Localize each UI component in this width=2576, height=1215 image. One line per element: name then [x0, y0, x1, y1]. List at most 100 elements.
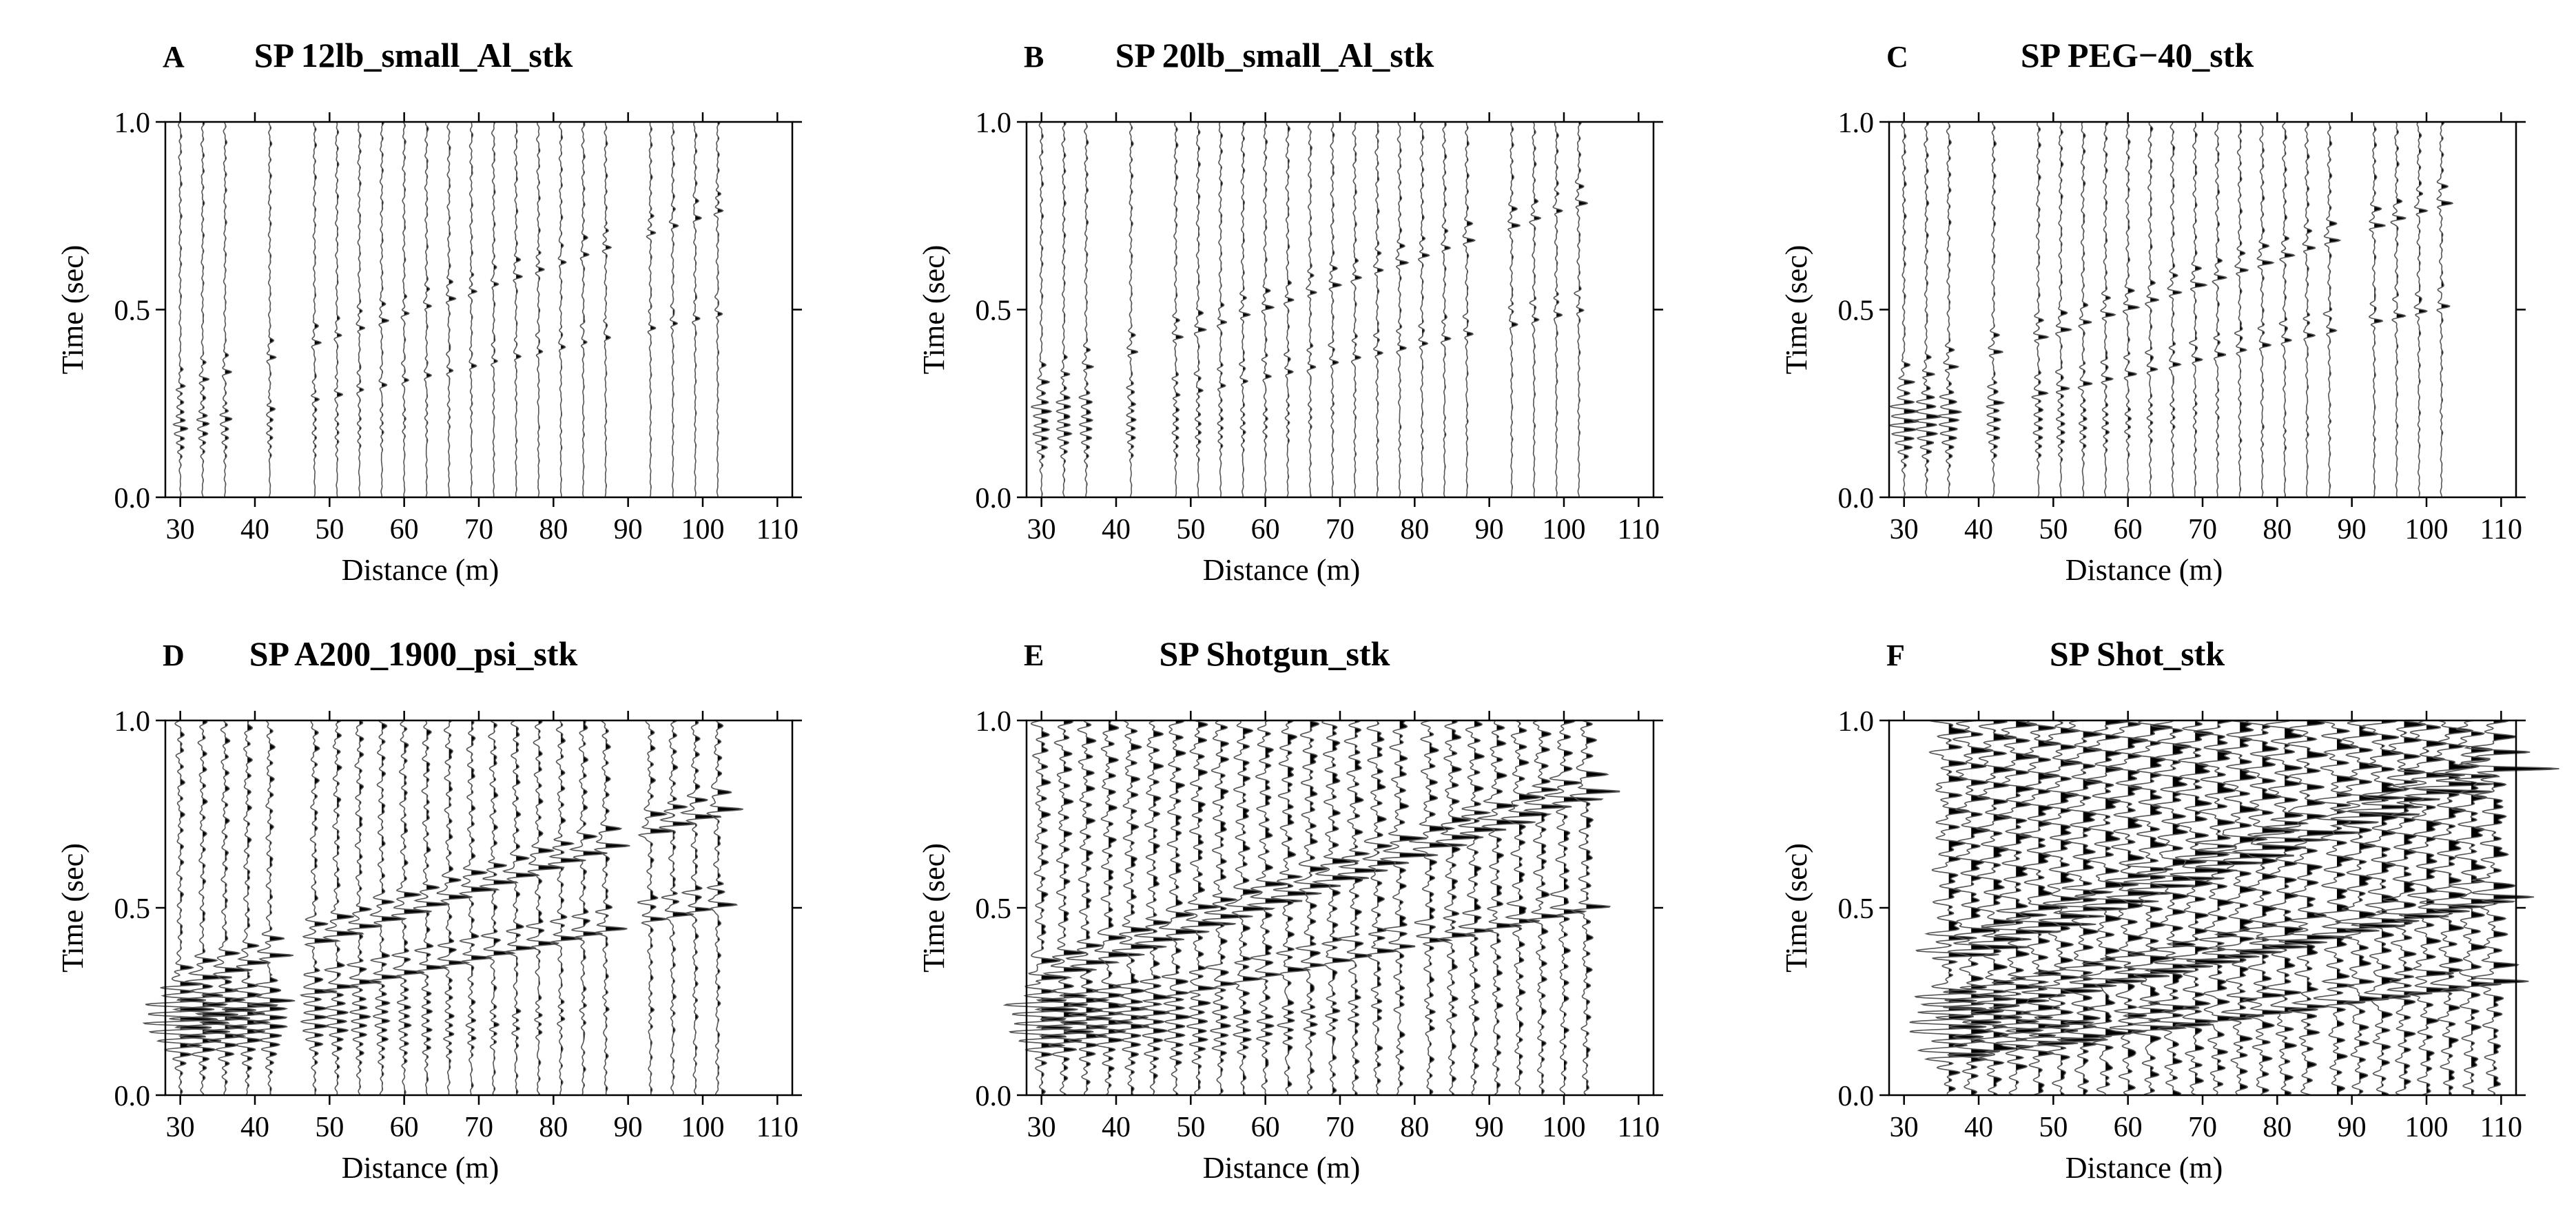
panel-letter: F: [1886, 638, 1905, 672]
trace-wiggle: [1395, 121, 1410, 497]
trace-wiggle: [391, 720, 432, 1096]
trace-wiggle: [2444, 720, 2516, 1096]
trace-fill: [1131, 122, 1138, 497]
trace-fill: [493, 122, 499, 497]
trace-wiggle: [1133, 720, 1185, 1095]
y-tick-label: 0.5: [114, 295, 151, 327]
trace-fill: [2307, 720, 2362, 1095]
trace-wiggle: [1569, 720, 1620, 1096]
trace-group: [1002, 720, 1620, 1096]
trace-wiggle: [1500, 720, 1552, 1096]
panel-title: SP PEG−40_stk: [2021, 36, 2254, 74]
trace-group: [142, 720, 743, 1096]
trace-wiggle: [1937, 122, 1963, 498]
trace-wiggle: [467, 121, 478, 498]
trace-wiggle: [322, 720, 364, 1096]
y-axis-label: Time (sec): [1780, 843, 1813, 973]
trace-fill: [561, 720, 586, 1095]
trace-wiggle: [2278, 121, 2296, 498]
trace-wiggle: [2256, 121, 2275, 497]
trace-wiggle: [2166, 720, 2244, 1096]
trace-wiggle: [535, 121, 545, 497]
x-tick-label: 100: [2405, 1112, 2449, 1143]
x-tick-label: 110: [756, 1112, 798, 1143]
x-tick-label: 80: [2263, 514, 2291, 546]
trace-fill: [1175, 122, 1184, 497]
trace-fill: [1220, 122, 1227, 497]
trace-fill: [1430, 720, 1467, 1095]
trace-wiggle: [593, 720, 630, 1095]
y-tick-label: 0.0: [1838, 483, 1875, 515]
trace-fill: [1399, 720, 1439, 1095]
trace-wiggle: [2396, 720, 2493, 1096]
trace-wiggle: [1523, 720, 1572, 1095]
x-tick-label: 60: [1251, 1112, 1280, 1143]
trace-fill: [717, 122, 723, 497]
panel-title: SP Shot_stk: [2050, 634, 2225, 673]
trace-fill: [650, 122, 656, 497]
trace-fill: [2038, 720, 2096, 1095]
trace-wiggle: [1507, 121, 1521, 498]
trace-wiggle: [713, 121, 724, 497]
trace-wiggle: [1361, 720, 1410, 1096]
trace-wiggle: [2054, 121, 2072, 498]
x-axis-label: Distance (m): [2065, 553, 2223, 587]
trace-wiggle: [1911, 121, 1942, 498]
trace-fill: [1422, 122, 1430, 497]
trace-wiggle: [1034, 720, 1097, 1096]
trace-wiggle: [1574, 121, 1589, 498]
trace-wiggle: [1261, 121, 1275, 498]
trace-wiggle: [1179, 720, 1236, 1096]
x-tick-label: 60: [2114, 1112, 2143, 1143]
trace-wiggle: [1462, 121, 1476, 498]
y-tick-label: 1.0: [114, 706, 151, 738]
x-tick-label: 80: [2263, 1112, 2291, 1143]
trace-wiggle: [1078, 122, 1095, 498]
trace-wiggle: [2077, 121, 2093, 498]
trace-wiggle: [1888, 121, 1920, 498]
trace-wiggle: [1239, 121, 1251, 498]
trace-wiggle: [1418, 121, 1430, 498]
trace-wiggle: [1986, 121, 2006, 498]
x-tick-label: 30: [1890, 514, 1919, 546]
trace-wiggle: [1306, 122, 1317, 498]
trace-wiggle: [2413, 121, 2429, 497]
trace-wiggle: [2005, 720, 2096, 1096]
y-axis-label: Time (sec): [56, 245, 90, 375]
trace-fill: [1086, 122, 1093, 497]
trace-wiggle: [1959, 720, 2032, 1096]
trace-fill: [1377, 720, 1409, 1095]
trace-wiggle: [2143, 720, 2225, 1096]
panel-d: D SP A200_1900_psi_stk 30 40 50 60 70 80 90 100 11…: [56, 634, 802, 1185]
trace-wiggle: [1409, 720, 1467, 1096]
x-tick-label: 90: [2338, 514, 2367, 546]
x-tick-label: 40: [240, 1112, 269, 1143]
x-tick-label: 40: [1964, 514, 1993, 546]
x-tick-label: 40: [1964, 1112, 1993, 1143]
panel-title: SP 20lb_small_Al_stk: [1115, 36, 1434, 74]
trace-wiggle: [2234, 121, 2249, 497]
trace-wiggle: [579, 121, 590, 498]
trace-fill: [2217, 122, 2227, 497]
panel-title: SP A200_1900_psi_stk: [249, 634, 578, 673]
trace-fill: [2396, 122, 2406, 497]
trace-wiggle: [705, 720, 743, 1096]
trace-fill: [2307, 122, 2316, 497]
trace-fill: [2404, 720, 2449, 1095]
trace-wiggle: [2031, 121, 2050, 498]
x-tick-label: 70: [1326, 1112, 1354, 1143]
panel-title: SP 12lb_small_Al_stk: [254, 36, 573, 74]
x-tick-label: 90: [614, 514, 643, 546]
trace-wiggle: [2186, 720, 2267, 1096]
trace-wiggle: [1171, 121, 1184, 498]
trace-fill: [1556, 122, 1563, 497]
trace-fill: [2172, 122, 2182, 497]
trace-wiggle: [659, 720, 697, 1096]
trace-wiggle: [1201, 720, 1253, 1096]
panel-letter: B: [1024, 40, 1044, 74]
x-tick-label: 110: [2480, 1112, 2522, 1143]
trace-wiggle: [2253, 720, 2329, 1096]
trace-wiggle: [1328, 121, 1343, 498]
x-tick-label: 60: [390, 514, 419, 546]
